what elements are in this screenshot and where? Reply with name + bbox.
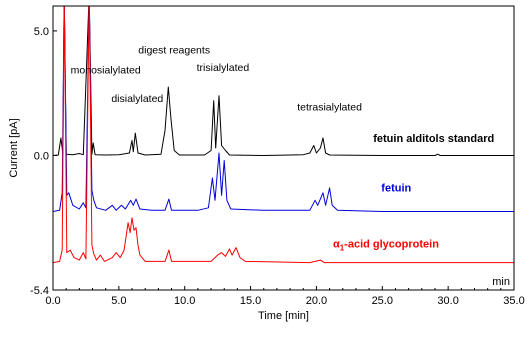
x-tick-label: 20.0 <box>306 295 327 307</box>
y-tick-label: 0.0 <box>34 150 49 162</box>
y-tick-label: 5.0 <box>34 26 49 38</box>
peak-label: disialylated <box>111 93 163 105</box>
x-tick-label: 30.0 <box>437 295 458 307</box>
y-tick-label: -5.4 <box>30 285 49 297</box>
x-axis-title: Time [min] <box>258 310 309 322</box>
series-layer <box>53 6 514 264</box>
x-tick-label: 0.0 <box>45 295 60 307</box>
x-tick-label: 15.0 <box>240 295 261 307</box>
series-label: fetuin <box>381 183 411 195</box>
x-tick-label: 5.0 <box>111 295 126 307</box>
series-label: fetuin alditols standard <box>373 133 494 145</box>
peak-label: tetrasialylated <box>297 102 362 114</box>
series-label: α1-acid glycoprotein <box>333 239 439 253</box>
series-line-1 <box>53 6 514 212</box>
peak-label: digest reagents <box>138 44 210 56</box>
y-axis-title: Current [pA] <box>8 118 20 177</box>
tick-layer: 0.0 5.0 10.0 15.0 20.0 25.0 30.0 35.05.00.0-5.4 <box>30 26 525 307</box>
x-unit-label: min <box>492 276 510 288</box>
label-layer: monosialylated disialylated digest reagent… <box>71 44 495 252</box>
x-tick-label: 10.0 <box>174 295 195 307</box>
x-tick-label: 35.0 <box>503 295 524 307</box>
peak-label: monosialylated <box>71 64 141 76</box>
plot-frame <box>52 5 515 291</box>
series-line-0 <box>53 6 514 156</box>
peak-label: trisialylated <box>197 62 250 74</box>
series-line-2 <box>53 6 514 264</box>
x-tick-label: 25.0 <box>372 295 393 307</box>
